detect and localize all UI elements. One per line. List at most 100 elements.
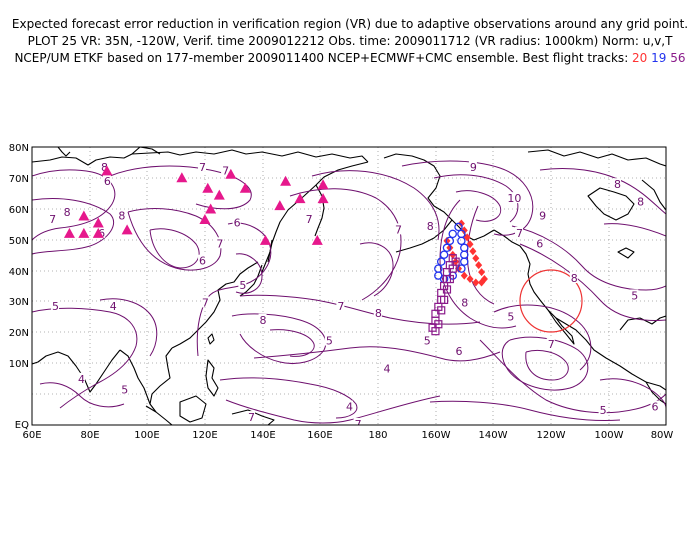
observation-site-marker xyxy=(63,227,75,238)
track-20-marker xyxy=(460,226,468,235)
contour-line xyxy=(311,170,440,241)
track-19-marker xyxy=(436,257,446,266)
contour-label-bg xyxy=(630,289,639,301)
contour-label-bg xyxy=(382,362,391,374)
contour-label-bg xyxy=(76,372,85,384)
contour-line xyxy=(599,378,666,409)
contour-label-bg xyxy=(345,400,353,412)
contour-line xyxy=(127,208,222,271)
title-line-3-prefix: NCEP/UM ETKF based on 177-member 2009011… xyxy=(14,51,633,65)
track-20-marker xyxy=(466,240,474,249)
observation-site-marker xyxy=(92,227,104,238)
north-america-west-coast xyxy=(493,229,666,391)
lon-label-160w: 160W xyxy=(422,430,451,441)
lat-label-60n: 60N xyxy=(9,205,29,216)
contour-label-bg xyxy=(221,164,230,176)
contour-line xyxy=(539,168,666,215)
contour-label: 6 xyxy=(104,175,111,188)
lon-label-160e: 160E xyxy=(307,430,332,441)
labrador-coast xyxy=(641,179,666,211)
bay-of-bengal-coast xyxy=(119,349,151,405)
track-number-56: 56 xyxy=(670,51,686,65)
contour-line xyxy=(289,188,402,301)
contour-label: 7 xyxy=(49,213,56,226)
lat-label-eq: EQ xyxy=(15,420,29,431)
observation-site-marker xyxy=(259,234,271,245)
contour-label-bg xyxy=(62,206,71,218)
contour-label-bg xyxy=(636,195,645,207)
contour-label: 7 xyxy=(548,338,555,351)
track-20-marker xyxy=(457,219,465,228)
contour-label: 7 xyxy=(355,418,362,431)
verification-region-circle xyxy=(519,269,583,333)
baja-california xyxy=(547,309,575,345)
contour-line xyxy=(511,225,666,291)
taiwan xyxy=(207,333,215,345)
contour-label-bg xyxy=(598,404,607,416)
observation-site-marker xyxy=(311,234,323,245)
track-19-marker xyxy=(457,236,466,246)
contour-label: 7 xyxy=(395,223,402,236)
contour-line xyxy=(239,294,481,325)
contour-label: 9 xyxy=(470,161,477,174)
track-19-marker xyxy=(460,243,469,253)
observation-site-marker xyxy=(317,179,329,190)
lon-label-60e: 60E xyxy=(22,430,41,441)
contour-line xyxy=(253,346,501,362)
lat-label-40n: 40N xyxy=(9,267,29,278)
contour-line xyxy=(439,199,517,329)
contour-label-bg xyxy=(304,212,313,224)
contour-label-bg xyxy=(48,212,57,224)
map-frame xyxy=(31,146,667,426)
contour-label-bg xyxy=(650,400,659,412)
contour-label-bg xyxy=(100,160,109,172)
great-lakes xyxy=(617,247,635,259)
track-56-marker xyxy=(434,320,443,329)
track-20-marker xyxy=(466,275,474,284)
hudson-bay xyxy=(587,187,635,221)
contour-label: 8 xyxy=(375,307,382,320)
track-56-marker xyxy=(440,295,449,304)
longitude-labels: 60E 80E 100E 120E 140E 160E 180 160W 140… xyxy=(22,430,673,441)
philippines xyxy=(205,359,219,397)
flight-tracks xyxy=(428,219,488,336)
observation-site-marker xyxy=(205,203,217,214)
contour-label-bg xyxy=(425,219,434,231)
alaska-peninsula-aleutians xyxy=(395,219,453,253)
contour-label-bg xyxy=(535,237,544,249)
contour-label-bg xyxy=(515,226,524,238)
title-line-3: NCEP/UM ETKF based on 177-member 2009011… xyxy=(0,50,700,66)
contour-label: 7 xyxy=(337,300,344,313)
observation-site-marker xyxy=(274,200,286,211)
contour-label-bg xyxy=(460,296,469,308)
contour-label-bg xyxy=(102,174,111,186)
track-20-marker xyxy=(446,243,454,252)
contour-label: 7 xyxy=(202,296,209,309)
track-20-marker xyxy=(472,254,480,263)
contour-label-bg xyxy=(200,296,209,308)
track-19-marker xyxy=(439,250,449,259)
track-19-marker xyxy=(454,222,463,232)
contour-line xyxy=(479,339,666,414)
contour-label: 8 xyxy=(637,196,644,209)
contour-line xyxy=(149,228,200,269)
contour-label-bg xyxy=(613,178,622,190)
contour-label: 6 xyxy=(651,401,658,414)
contour-label-bg xyxy=(393,223,402,235)
track-20-marker xyxy=(475,261,483,270)
contour-label-bg xyxy=(569,272,578,284)
contour-label-bg xyxy=(373,306,382,318)
contour-label: 4 xyxy=(78,373,85,386)
track-20-marker xyxy=(478,268,486,277)
track-19-marker xyxy=(460,257,469,266)
contour-label: 5 xyxy=(239,279,246,292)
track-19-marker xyxy=(460,250,469,259)
contour-label: 8 xyxy=(427,220,434,233)
contour-line xyxy=(32,307,138,409)
latitude-labels: 80N 70N 60N 50N 40N 30N 20N 10N EQ xyxy=(9,143,29,431)
indochina-coast xyxy=(149,347,173,413)
central-america xyxy=(645,381,666,405)
track-19-marker xyxy=(448,229,457,239)
contour-label-bg xyxy=(353,418,362,425)
